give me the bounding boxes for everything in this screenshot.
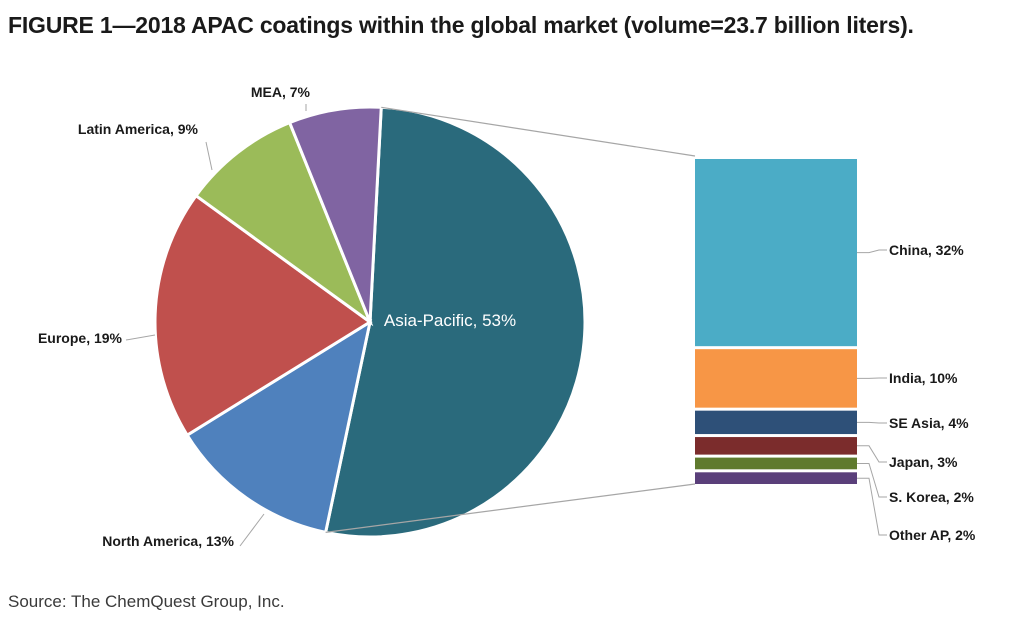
bar-label-india: India, 10% (889, 370, 958, 386)
leader-line (857, 445, 887, 463)
bar-segment-china (695, 159, 857, 347)
bar-label-other-ap: Other AP, 2% (889, 527, 976, 543)
bar-segment-se-asia (695, 410, 857, 435)
pie-slice-mea (287, 105, 383, 323)
pie-label-europe: Europe, 19% (38, 330, 123, 346)
pie-label-latin-america: Latin America, 9% (78, 121, 199, 137)
connector-line-bottom (325, 483, 696, 533)
pie-slice-north-america (185, 318, 373, 535)
leader-line (857, 477, 887, 536)
bar-segment-s-korea (695, 457, 857, 470)
bar-label-se-asia: SE Asia, 4% (889, 415, 969, 431)
bar-label-japan: Japan, 3% (889, 454, 958, 470)
source-note: Source: The ChemQuest Group, Inc. (8, 592, 285, 611)
bar-segment-other-ap (695, 472, 857, 484)
leader-line (125, 334, 156, 341)
pie-label-north-america: North America, 13% (102, 533, 234, 549)
pie-slice-latin-america (193, 120, 374, 327)
pie-slice-asia-pacific (323, 105, 587, 539)
bar-label-china: China, 32% (889, 242, 964, 258)
chart-title: FIGURE 1—2018 APAC coatings within the g… (8, 12, 914, 38)
leader-line (857, 249, 887, 254)
pie-chart (153, 105, 587, 539)
leader-line (857, 421, 887, 424)
bar-segment-india (695, 349, 857, 408)
bar-label-s-korea: S. Korea, 2% (889, 489, 974, 505)
pie-label-mea: MEA, 7% (251, 84, 311, 100)
leader-line (205, 141, 213, 171)
connector-line-top (381, 106, 696, 157)
pie-slice-europe (153, 193, 373, 438)
leader-line (239, 513, 265, 547)
breakdown-bar (695, 159, 857, 484)
chart-labels: Asia-Pacific, 53% North America, 13% Europ… (38, 84, 976, 549)
bar-segment-japan (695, 437, 857, 455)
pie-label-asia-pacific: Asia-Pacific, 53% (384, 311, 516, 330)
leader-line (857, 463, 887, 498)
